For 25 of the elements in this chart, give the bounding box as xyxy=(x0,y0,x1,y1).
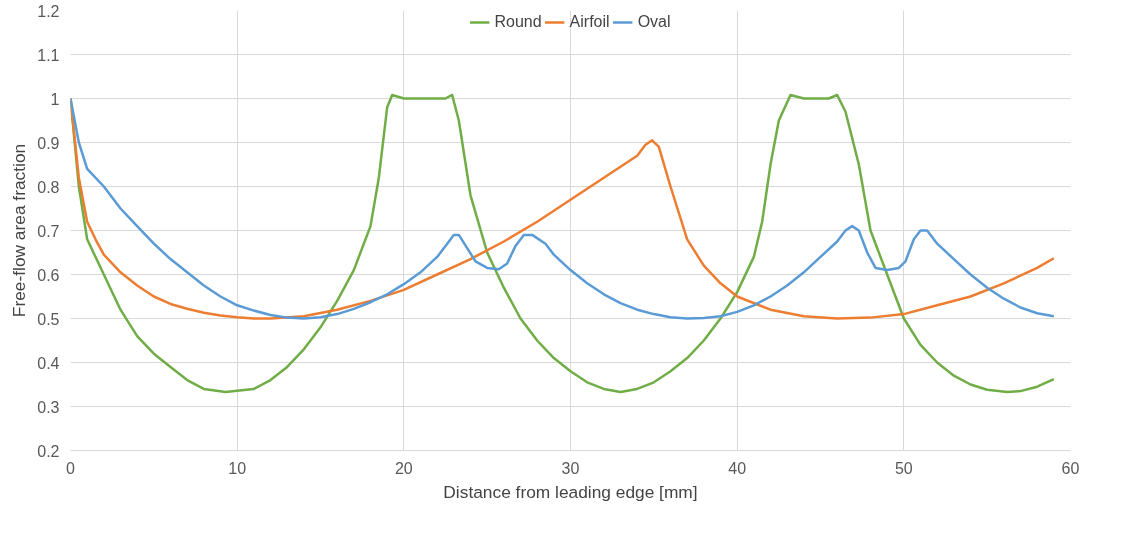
x-tick-label: 60 xyxy=(1061,459,1080,477)
y-tick-label: 0.7 xyxy=(37,222,60,240)
y-tick-label: 0.9 xyxy=(37,134,60,152)
y-tick-label: 0.3 xyxy=(37,398,60,416)
x-tick-label: 40 xyxy=(728,459,747,477)
x-tick-label: 0 xyxy=(66,459,76,477)
y-tick-label: 0.6 xyxy=(37,266,60,284)
legend-label: Airfoil xyxy=(569,13,610,31)
y-tick-label: 0.2 xyxy=(37,442,60,460)
x-tick-label: 30 xyxy=(561,459,580,477)
y-tick-label: 1.2 xyxy=(37,2,60,20)
y-tick-label: 0.4 xyxy=(37,354,60,372)
x-tick-label: 10 xyxy=(228,459,247,477)
line-series xyxy=(70,93,1056,394)
y-tick-label: 1.1 xyxy=(37,46,60,64)
y-tick-label: 1 xyxy=(50,90,60,108)
line-series xyxy=(70,97,1056,320)
y-axis-title: Free-flow area fraction xyxy=(9,143,30,318)
y-tick-label: 0.8 xyxy=(37,178,60,196)
legend-label: Round xyxy=(494,13,542,31)
y-tick-label: 0.5 xyxy=(37,310,60,328)
x-axis-title: Distance from leading edge [mm] xyxy=(443,481,698,502)
x-tick-label: 20 xyxy=(394,459,413,477)
x-tick-label: 50 xyxy=(894,459,913,477)
legend-label: Oval xyxy=(637,13,671,31)
